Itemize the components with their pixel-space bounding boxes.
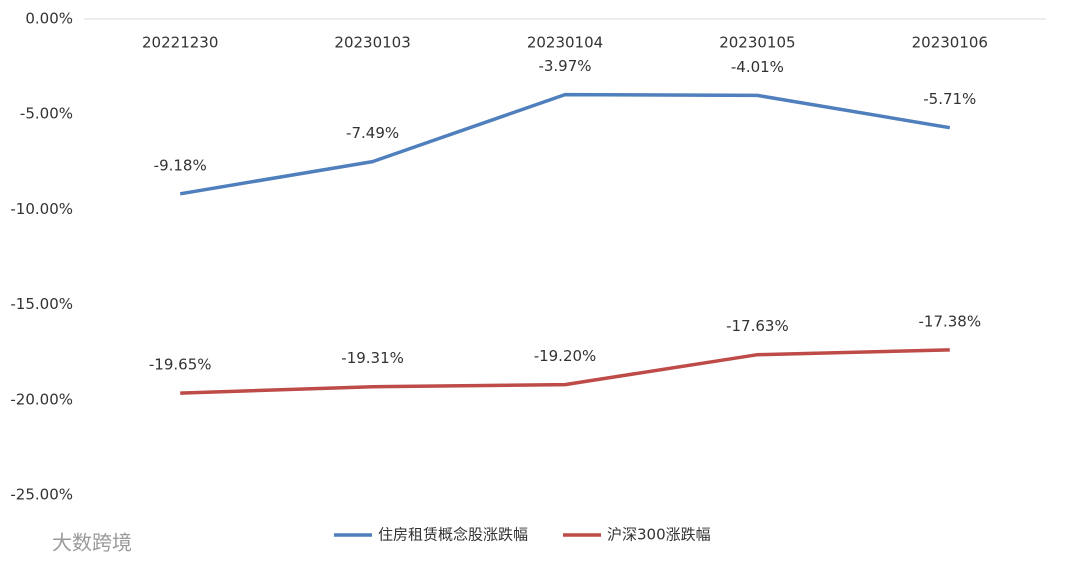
data-label: -19.31% <box>341 349 404 367</box>
data-label: -19.20% <box>534 347 597 365</box>
x-tick-label: 20230105 <box>719 34 795 52</box>
y-tick-label: -15.00% <box>10 295 73 313</box>
y-tick-label: -10.00% <box>10 200 73 218</box>
x-tick-label: 20230104 <box>527 34 603 52</box>
x-tick-label: 20230106 <box>912 34 988 52</box>
data-label: -9.18% <box>154 156 207 174</box>
x-tick-label: 20221230 <box>142 34 218 52</box>
legend-label: 沪深300涨跌幅 <box>607 526 711 544</box>
data-label: -19.65% <box>149 356 212 374</box>
y-tick-label: -5.00% <box>20 105 73 123</box>
series-line <box>180 348 950 395</box>
y-tick-label: -25.00% <box>10 486 73 504</box>
y-tick-label: -20.00% <box>10 390 73 408</box>
data-label: -17.38% <box>918 312 981 330</box>
x-tick-label: 20230103 <box>334 34 410 52</box>
data-label: -3.97% <box>538 57 591 75</box>
data-label: -5.71% <box>923 90 976 108</box>
watermark: 大数跨境 <box>52 531 132 555</box>
data-label: -7.49% <box>346 124 399 142</box>
y-tick-label: 0.00% <box>25 10 73 28</box>
data-label: -4.01% <box>731 58 784 76</box>
series-line <box>179 92 951 196</box>
legend-label: 住房租赁概念股涨跌幅 <box>378 526 528 544</box>
data-label: -17.63% <box>726 317 789 335</box>
